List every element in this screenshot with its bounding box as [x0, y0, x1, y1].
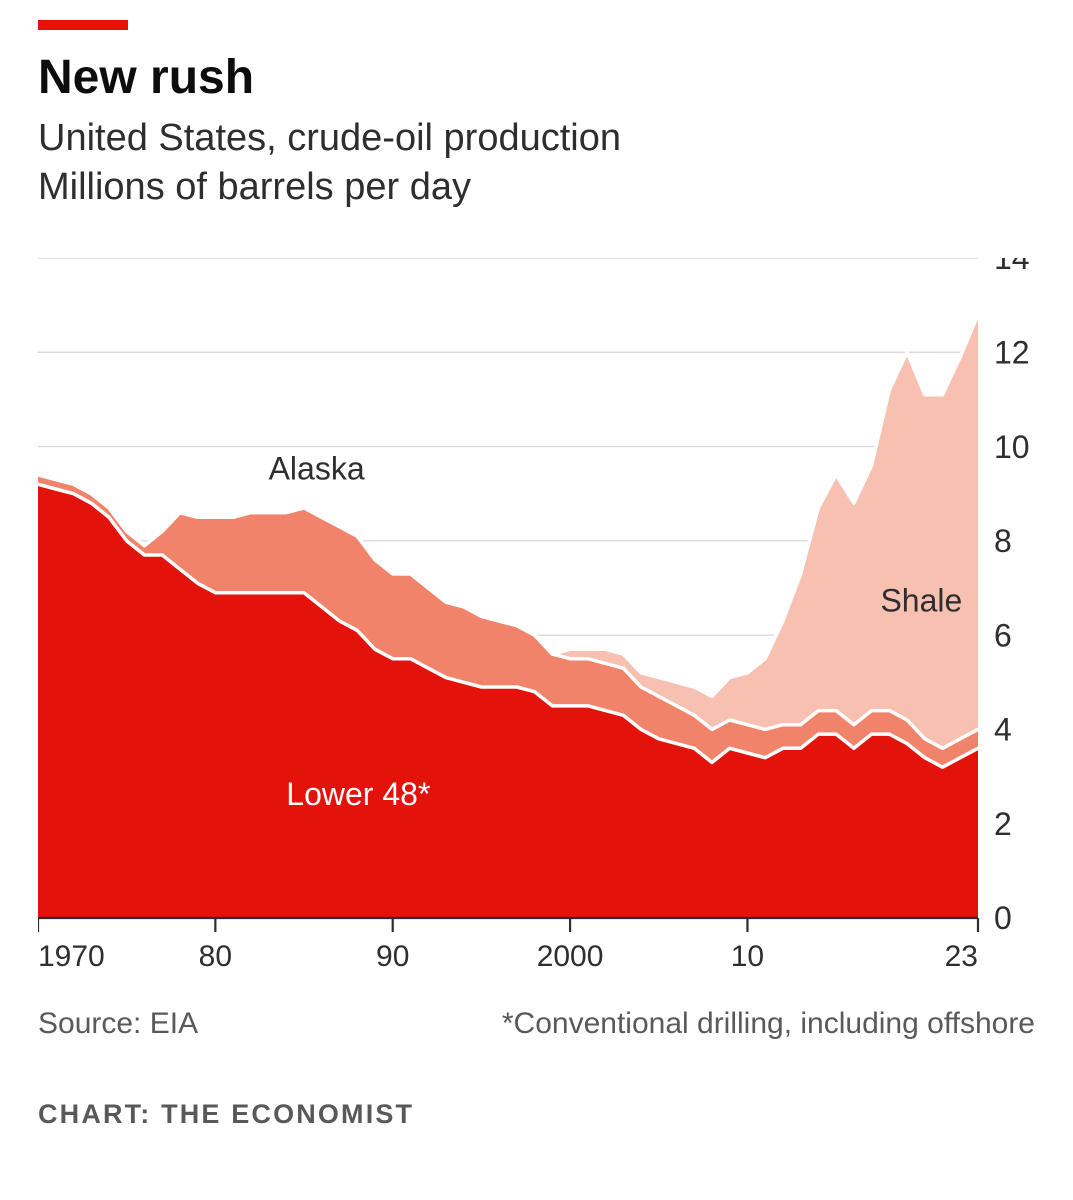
- chart-title: New rush: [38, 52, 1035, 105]
- svg-text:14: 14: [994, 258, 1030, 276]
- red-accent-tab: [38, 20, 128, 30]
- chart-footer-row: Source: EIA *Conventional drilling, incl…: [38, 1007, 1035, 1041]
- svg-text:6: 6: [994, 617, 1012, 653]
- svg-text:2: 2: [994, 806, 1012, 842]
- svg-text:Alaska: Alaska: [269, 450, 365, 486]
- chart-footnote: *Conventional drilling, including offsho…: [502, 1007, 1035, 1041]
- svg-text:90: 90: [376, 940, 409, 973]
- chart-credit: CHART: THE ECONOMIST: [38, 1099, 1035, 1130]
- svg-text:Lower 48*: Lower 48*: [286, 776, 430, 812]
- svg-text:8: 8: [994, 523, 1012, 559]
- chart-subtitle: United States, crude-oil production: [38, 115, 1035, 163]
- chart-units: Millions of barrels per day: [38, 164, 1035, 212]
- chart-plot: 1970 80 90 2000 10 23 0 2 4 6 8 10 12 14 Lower 48* Alas…: [38, 258, 1035, 981]
- svg-text:10: 10: [731, 940, 764, 973]
- svg-text:1970: 1970: [38, 940, 105, 973]
- svg-text:10: 10: [994, 429, 1030, 465]
- svg-text:12: 12: [994, 334, 1030, 370]
- chart-source: Source: EIA: [38, 1007, 198, 1041]
- svg-text:Shale: Shale: [880, 582, 962, 618]
- svg-text:23: 23: [945, 940, 978, 973]
- svg-text:80: 80: [199, 940, 232, 973]
- area-chart-svg: 1970 80 90 2000 10 23 0 2 4 6 8 10 12 14 Lower 48* Alas…: [38, 258, 1042, 976]
- svg-text:4: 4: [994, 711, 1012, 747]
- svg-text:2000: 2000: [537, 940, 604, 973]
- svg-text:0: 0: [994, 900, 1012, 936]
- chart-card: New rush United States, crude-oil produc…: [0, 0, 1073, 1200]
